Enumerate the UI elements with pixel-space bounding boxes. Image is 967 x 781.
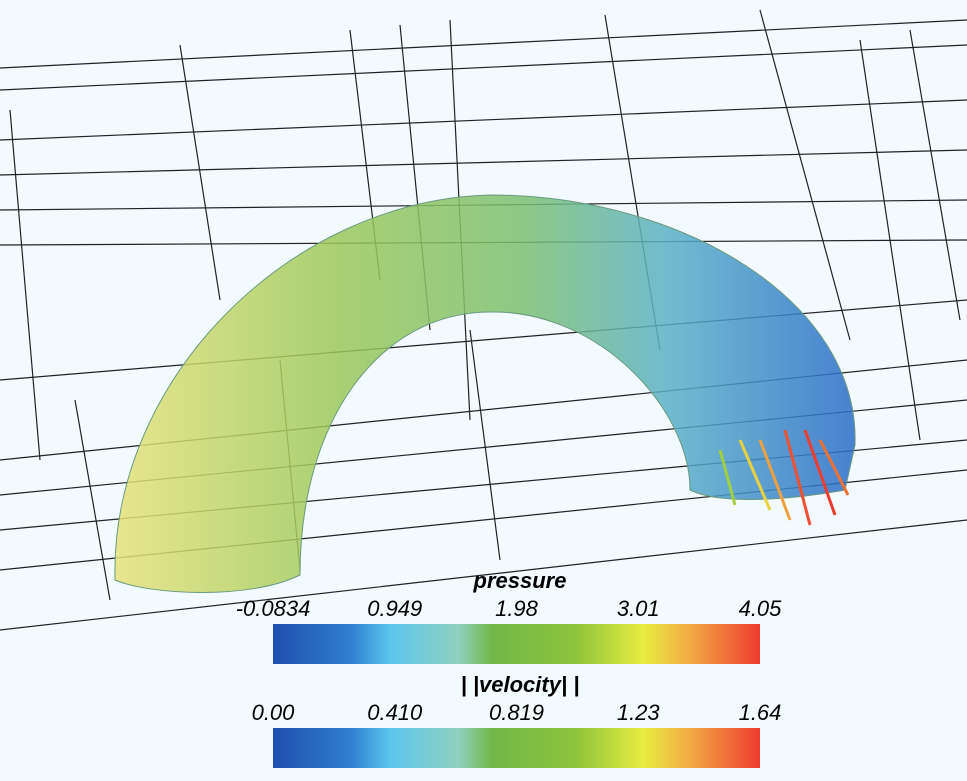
colorbar (273, 624, 760, 664)
legend-title: | |velocity| | (461, 672, 580, 697)
tick-label: 4.05 (739, 596, 783, 621)
tick-label: 3.01 (617, 596, 660, 621)
torus-surface (115, 195, 855, 593)
legend-title: pressure (473, 568, 567, 593)
tick-label: 1.98 (495, 596, 539, 621)
tick-label: 0.949 (367, 596, 422, 621)
tick-label: 1.64 (739, 700, 782, 725)
colorbar (273, 728, 760, 768)
visualization: pressure | |velocity| | -0.0834 0.949 1.98… (0, 0, 967, 781)
tick-label: 0.410 (367, 700, 423, 725)
tick-label: -0.0834 (236, 596, 311, 621)
tick-label: 0.819 (489, 700, 544, 725)
scene: pressure | |velocity| | -0.0834 0.949 1.98… (0, 0, 967, 781)
tick-label: 1.23 (617, 700, 661, 725)
tick-label: 0.00 (252, 700, 296, 725)
